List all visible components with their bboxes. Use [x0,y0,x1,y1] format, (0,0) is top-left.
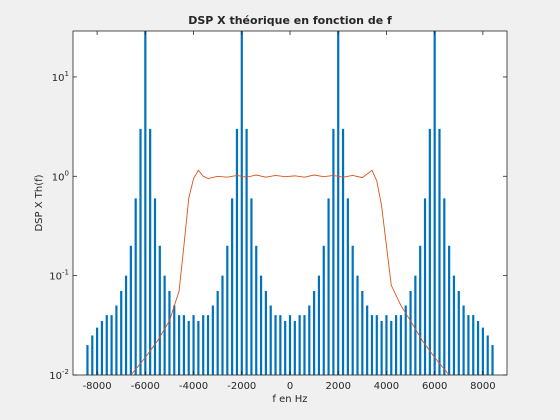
x-tick-label: 8000 [470,381,495,392]
plot-content [86,31,494,375]
y-tick-label: 100 [52,169,69,183]
y-tick-label: 10-2 [49,368,69,382]
x-tick-label: -8000 [83,381,112,392]
x-axis-label: f en Hz [272,394,307,405]
x-tick-label: 0 [287,381,293,392]
x-tick-label: 6000 [422,381,447,392]
x-tick-label: -6000 [131,381,160,392]
y-tick-label: 101 [52,70,69,84]
chart-title: DSP X théorique en fonction de f [188,14,392,27]
x-tick-label: -2000 [227,381,256,392]
line [130,169,450,375]
y-tick-label: 10-1 [49,269,69,283]
x-tick-label: 2000 [325,381,350,392]
x-tick-label: -4000 [179,381,208,392]
x-tick-label: 4000 [374,381,399,392]
y-axis-label: DSP X Th(f) [34,174,45,231]
